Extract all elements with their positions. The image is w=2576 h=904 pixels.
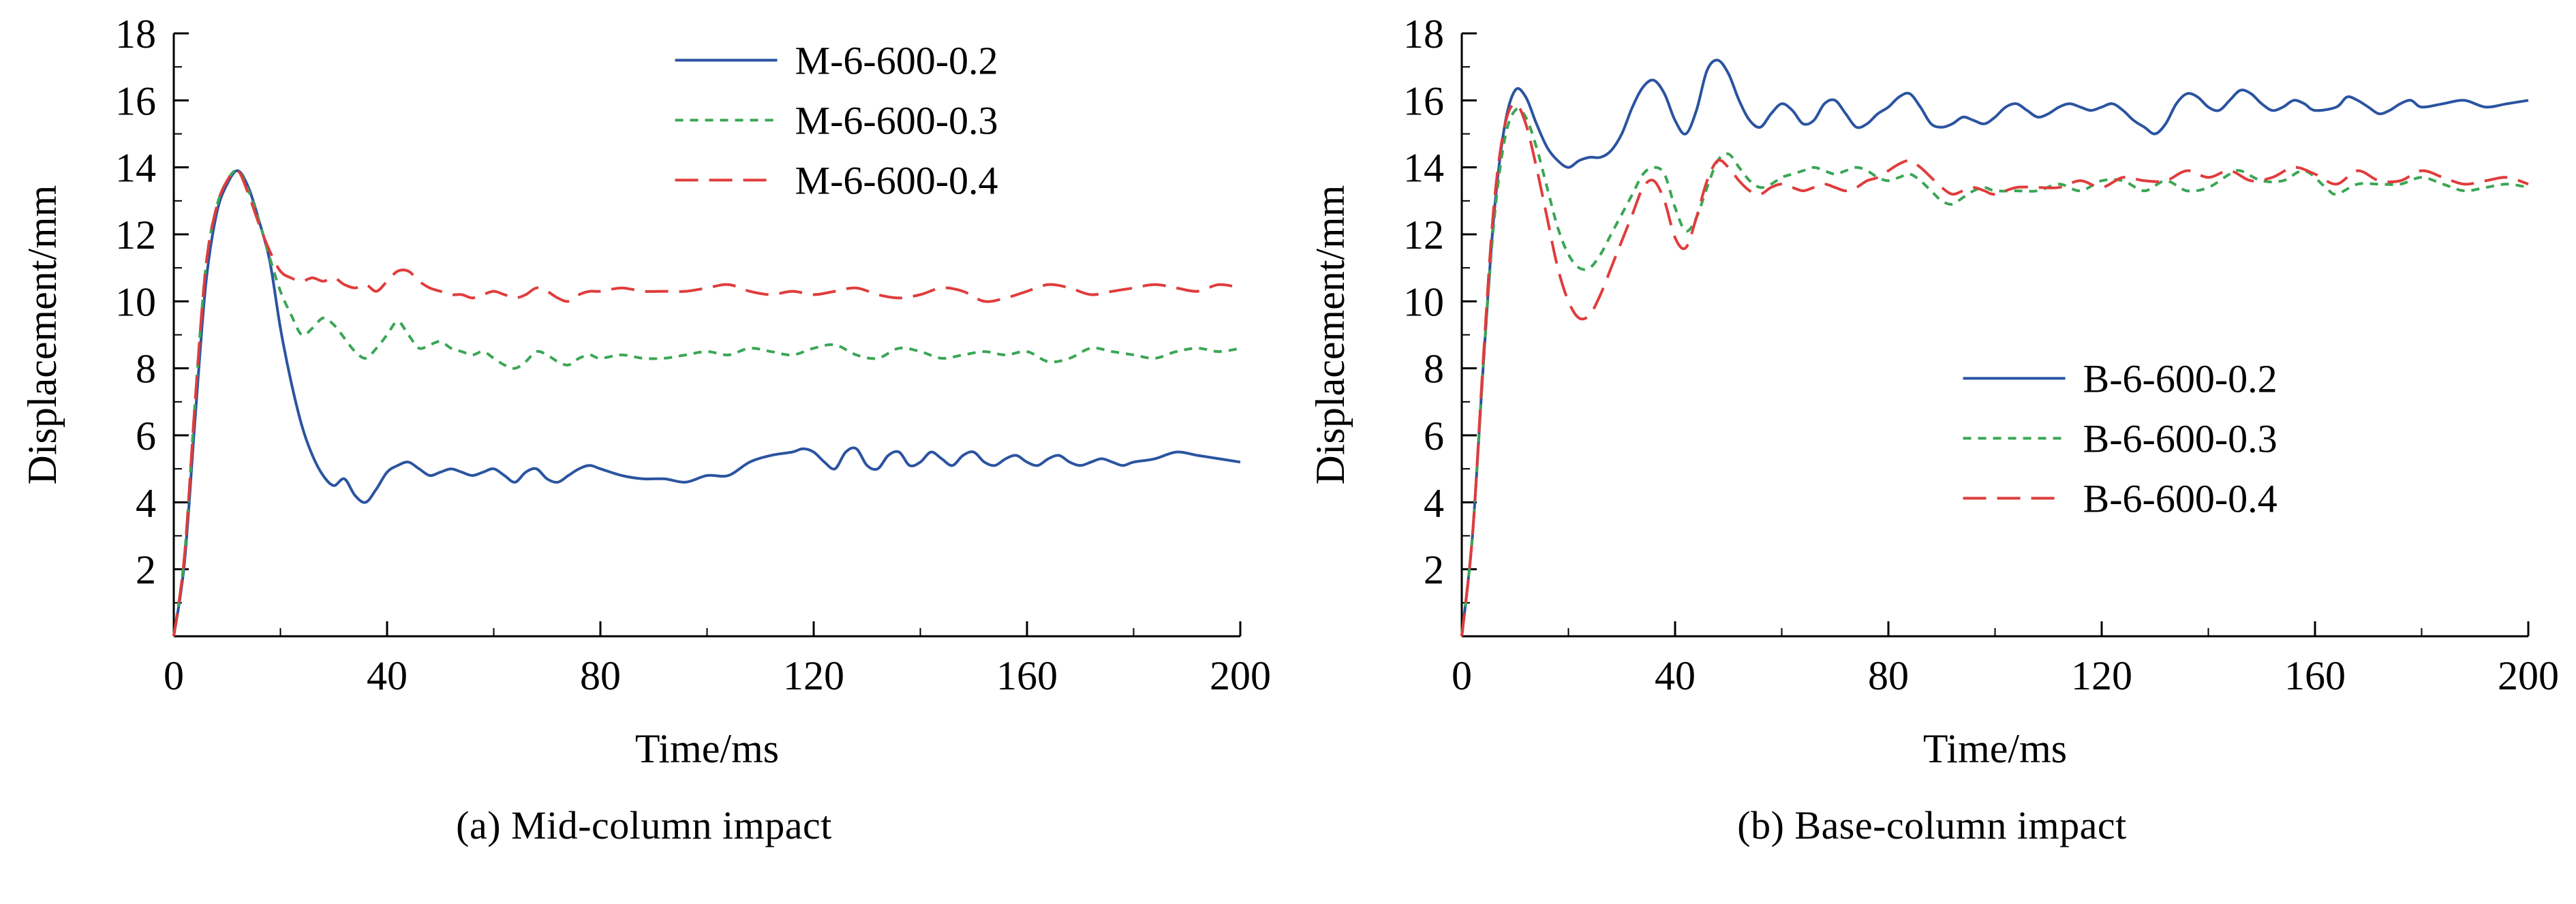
y-tick-label: 6 (136, 414, 156, 458)
x-tick-label: 0 (1452, 653, 1472, 698)
legend-label-M-6-600-0.2: M-6-600-0.2 (795, 38, 998, 82)
series-line-M-6-600-0.3 (172, 169, 1241, 637)
x-tick-label: 40 (367, 653, 408, 698)
x-tick-label: 160 (996, 653, 1058, 698)
legend-label-B-6-600-0.2: B-6-600-0.2 (2083, 356, 2278, 401)
y-tick-label: 16 (1403, 78, 1444, 123)
y-tick-label: 18 (1403, 12, 1444, 57)
chart-svg-0: 2 4 6 8 10 12 14 16 18 0 40 80 120 160 200 Displacement… (20, 12, 1271, 771)
y-tick-label: 10 (115, 279, 156, 324)
x-tick-label: 120 (2071, 653, 2132, 698)
legend-label-M-6-600-0.4: M-6-600-0.4 (795, 158, 998, 202)
x-axis-title: Time/ms (635, 726, 779, 771)
chart-b-plot: 2 4 6 8 10 12 14 16 18 0 40 80 120 160 200 Displacement… (1302, 10, 2562, 800)
y-tick-label: 12 (1403, 213, 1444, 258)
chart-a-column: 2 4 6 8 10 12 14 16 18 0 40 80 120 160 200 Displacement… (0, 10, 1288, 848)
y-tick-label: 8 (136, 347, 156, 392)
x-tick-label: 120 (783, 653, 844, 698)
chart-b-column: 2 4 6 8 10 12 14 16 18 0 40 80 120 160 200 Displacement… (1288, 10, 2576, 848)
y-tick-label: 2 (1424, 548, 1444, 593)
chart-a-caption: (a) Mid-column impact (456, 803, 832, 847)
figure: 2 4 6 8 10 12 14 16 18 0 40 80 120 160 200 Displacement… (0, 10, 2576, 848)
y-axis-title: Displacement/mm (1308, 185, 1353, 485)
y-tick-label: 14 (115, 146, 156, 191)
y-tick-label: 12 (115, 213, 156, 258)
y-tick-label: 18 (115, 12, 156, 57)
chart-a-plot: 2 4 6 8 10 12 14 16 18 0 40 80 120 160 200 Displacement… (14, 10, 1274, 800)
legend-label-M-6-600-0.3: M-6-600-0.3 (795, 98, 998, 142)
y-tick-label: 4 (136, 480, 156, 525)
x-tick-label: 200 (2498, 653, 2559, 698)
y-tick-label: 16 (115, 78, 156, 123)
y-tick-label: 10 (1403, 279, 1444, 324)
series-line-B-6-600-0.3 (1460, 107, 2529, 637)
x-tick-label: 40 (1655, 653, 1696, 698)
x-tick-label: 80 (1868, 653, 1909, 698)
y-axis-title: Displacement/mm (20, 185, 65, 485)
chart-b-caption: (b) Base-column impact (1737, 803, 2127, 847)
series-line-M-6-600-0.2 (172, 169, 1241, 637)
series-line-B-6-600-0.2 (1460, 59, 2529, 637)
y-tick-label: 4 (1424, 480, 1444, 525)
legend-label-B-6-600-0.4: B-6-600-0.4 (2083, 476, 2278, 520)
legend: M-6-600-0.2 M-6-600-0.3 M-6-600-0.4 (675, 38, 998, 202)
y-tick-label: 2 (136, 548, 156, 593)
y-tick-label: 6 (1424, 414, 1444, 458)
x-tick-label: 160 (2284, 653, 2346, 698)
x-axis-title: Time/ms (1923, 726, 2067, 771)
legend-label-B-6-600-0.3: B-6-600-0.3 (2083, 416, 2278, 461)
series-line-B-6-600-0.4 (1460, 102, 2529, 637)
series-line-M-6-600-0.4 (172, 168, 1241, 637)
y-tick-label: 14 (1403, 146, 1444, 191)
chart-svg-1: 2 4 6 8 10 12 14 16 18 0 40 80 120 160 200 Displacement… (1308, 12, 2559, 771)
y-tick-label: 8 (1424, 347, 1444, 392)
x-tick-label: 80 (580, 653, 621, 698)
x-tick-label: 200 (1210, 653, 1271, 698)
x-tick-label: 0 (164, 653, 184, 698)
legend: B-6-600-0.2 B-6-600-0.3 B-6-600-0.4 (1963, 356, 2278, 520)
